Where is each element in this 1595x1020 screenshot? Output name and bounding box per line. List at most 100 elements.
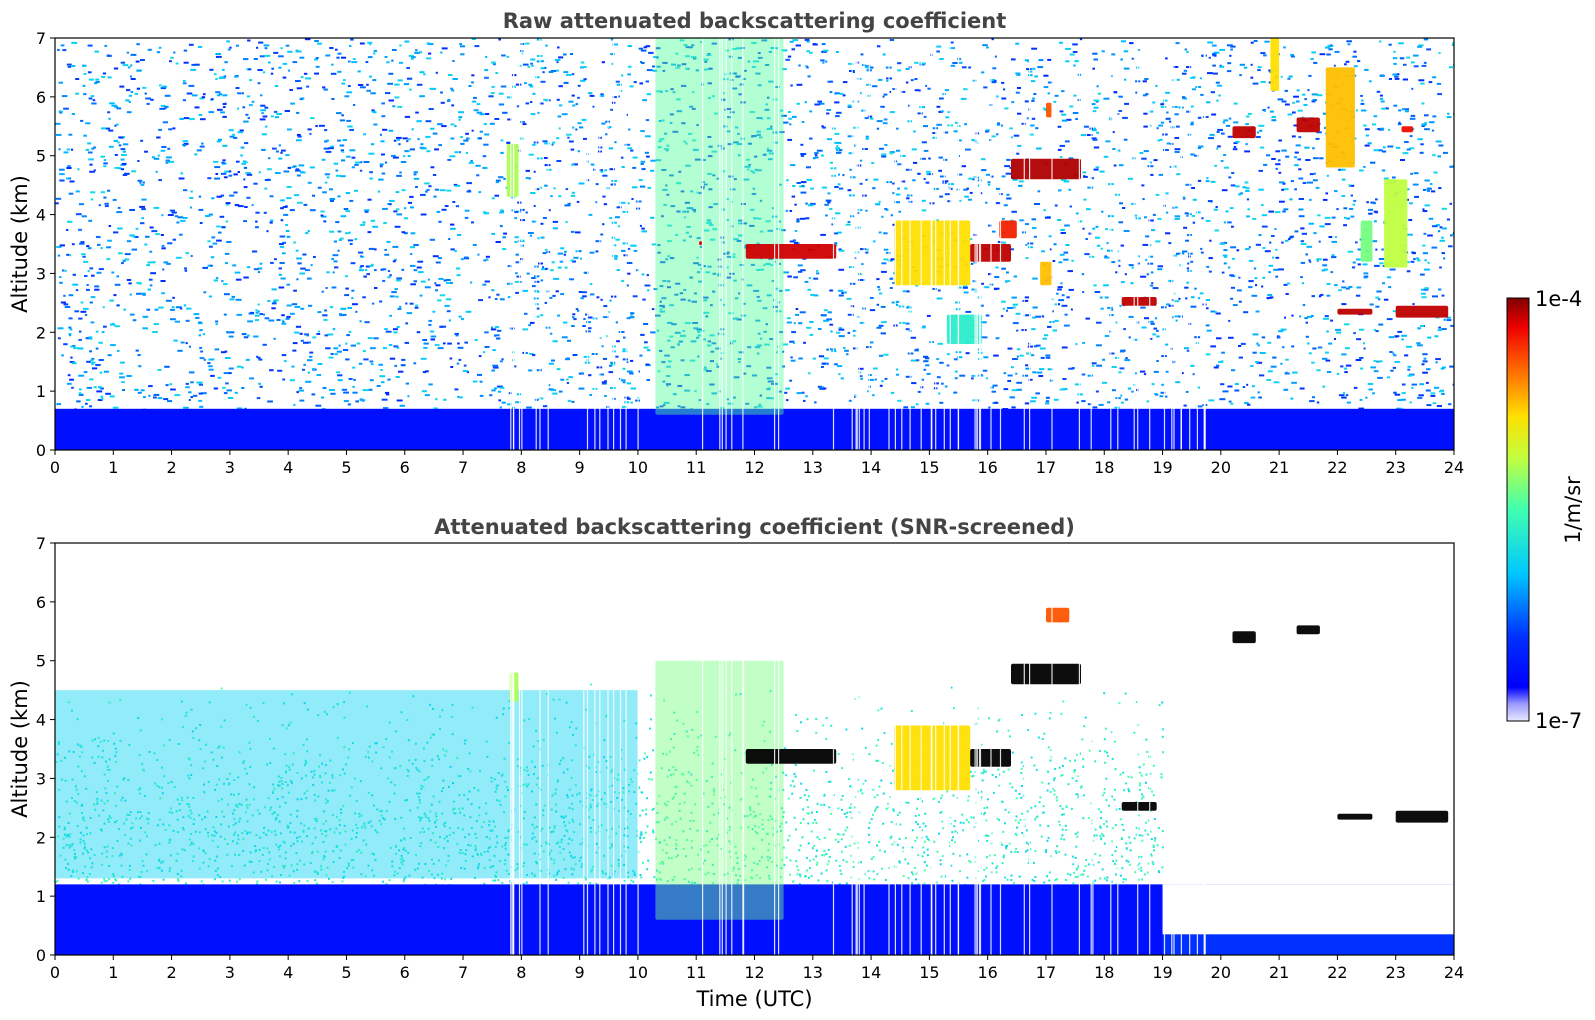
noise-speck <box>904 187 908 190</box>
noise-speck <box>1146 400 1150 403</box>
noise-speck <box>535 76 541 79</box>
noise-speck <box>792 185 796 187</box>
noise-speck <box>691 56 697 58</box>
noise-speck <box>291 365 295 368</box>
noise-speck <box>928 157 932 160</box>
noise-speck <box>1015 312 1021 315</box>
noise-speck <box>1387 376 1391 379</box>
noise-speck <box>1243 311 1249 314</box>
noise-speck <box>1319 53 1326 56</box>
noise-speck <box>785 209 789 212</box>
noise-speck <box>491 289 495 292</box>
noise-speck <box>747 142 752 145</box>
noise-speck <box>577 96 580 99</box>
noise-speck <box>766 149 773 152</box>
noise-speck <box>373 337 379 340</box>
noise-speck <box>210 374 215 377</box>
noise-speck <box>136 87 141 90</box>
noise-speck <box>56 133 62 136</box>
noise-speck <box>323 147 330 150</box>
noise-speck <box>1160 106 1167 108</box>
noise-speck <box>121 262 124 265</box>
noise-speck <box>1212 53 1217 55</box>
noise-speck <box>940 110 945 113</box>
noise-speck <box>738 93 742 96</box>
noise-speck <box>675 52 679 55</box>
noise-speck <box>1105 228 1108 231</box>
noise-speck <box>339 119 345 122</box>
noise-speck <box>1419 273 1425 276</box>
noise-speck <box>1443 257 1446 260</box>
noise-speck <box>847 313 854 316</box>
noise-speck <box>1365 134 1369 137</box>
noise-speck <box>324 129 328 132</box>
noise-speck <box>608 364 613 367</box>
noise-speck <box>752 374 758 377</box>
noise-speck <box>176 221 180 224</box>
noise-speck <box>228 129 234 132</box>
noise-speck <box>1353 332 1356 335</box>
noise-speck <box>959 199 962 202</box>
noise-speck <box>702 296 709 299</box>
noise-speck <box>1423 61 1427 64</box>
noise-speck <box>358 269 365 272</box>
noise-speck <box>1053 243 1057 246</box>
noise-speck <box>1006 309 1009 312</box>
noise-speck <box>89 337 93 340</box>
noise-speck <box>161 214 164 217</box>
noise-speck <box>343 400 349 403</box>
noise-speck <box>114 283 121 286</box>
noise-speck <box>1368 212 1373 215</box>
noise-speck <box>821 186 828 189</box>
noise-speck <box>818 355 825 358</box>
noise-speck <box>1266 296 1272 299</box>
noise-speck <box>286 304 292 307</box>
noise-speck <box>665 184 668 187</box>
noise-speck <box>577 150 581 153</box>
noise-speck <box>249 104 253 107</box>
noise-speck <box>396 213 403 216</box>
noise-speck <box>410 57 414 60</box>
noise-speck <box>812 157 816 160</box>
noise-speck <box>1374 264 1380 267</box>
noise-speck <box>145 235 150 238</box>
noise-speck <box>733 238 739 241</box>
noise-speck <box>317 363 323 365</box>
noise-speck <box>485 113 490 115</box>
noise-speck <box>820 233 826 236</box>
noise-speck <box>374 248 377 251</box>
noise-speck <box>157 369 162 371</box>
noise-speck <box>609 299 612 302</box>
noise-speck <box>322 86 326 89</box>
noise-speck <box>892 192 895 195</box>
noise-speck <box>997 122 1000 125</box>
noise-speck <box>401 358 406 361</box>
noise-speck <box>962 286 968 289</box>
noise-speck <box>110 344 116 347</box>
noise-speck <box>1109 314 1114 317</box>
noise-speck <box>558 104 563 107</box>
noise-speck <box>895 368 899 371</box>
noise-speck <box>586 321 591 324</box>
noise-speck <box>114 105 118 108</box>
noise-speck <box>221 226 226 229</box>
noise-speck <box>157 397 163 400</box>
noise-speck <box>1035 127 1039 130</box>
noise-speck <box>352 385 355 388</box>
noise-speck <box>1290 180 1294 183</box>
noise-speck <box>684 389 690 392</box>
noise-speck <box>1003 388 1009 391</box>
noise-speck <box>1288 75 1293 78</box>
noise-speck <box>1152 101 1156 104</box>
noise-speck <box>1144 78 1149 80</box>
noise-speck <box>879 384 883 387</box>
noise-speck <box>1092 110 1097 113</box>
noise-speck <box>330 353 334 355</box>
noise-speck <box>862 148 868 150</box>
noise-speck <box>690 340 697 343</box>
noise-speck <box>461 318 464 321</box>
noise-speck <box>345 210 351 213</box>
noise-speck <box>666 365 671 368</box>
noise-speck <box>1372 202 1376 205</box>
noise-speck <box>1323 258 1328 261</box>
